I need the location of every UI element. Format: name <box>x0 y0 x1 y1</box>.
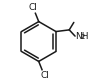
Text: NH: NH <box>75 32 89 41</box>
Text: Cl: Cl <box>28 3 37 12</box>
Text: Cl: Cl <box>40 71 49 80</box>
Text: 2: 2 <box>80 34 85 40</box>
